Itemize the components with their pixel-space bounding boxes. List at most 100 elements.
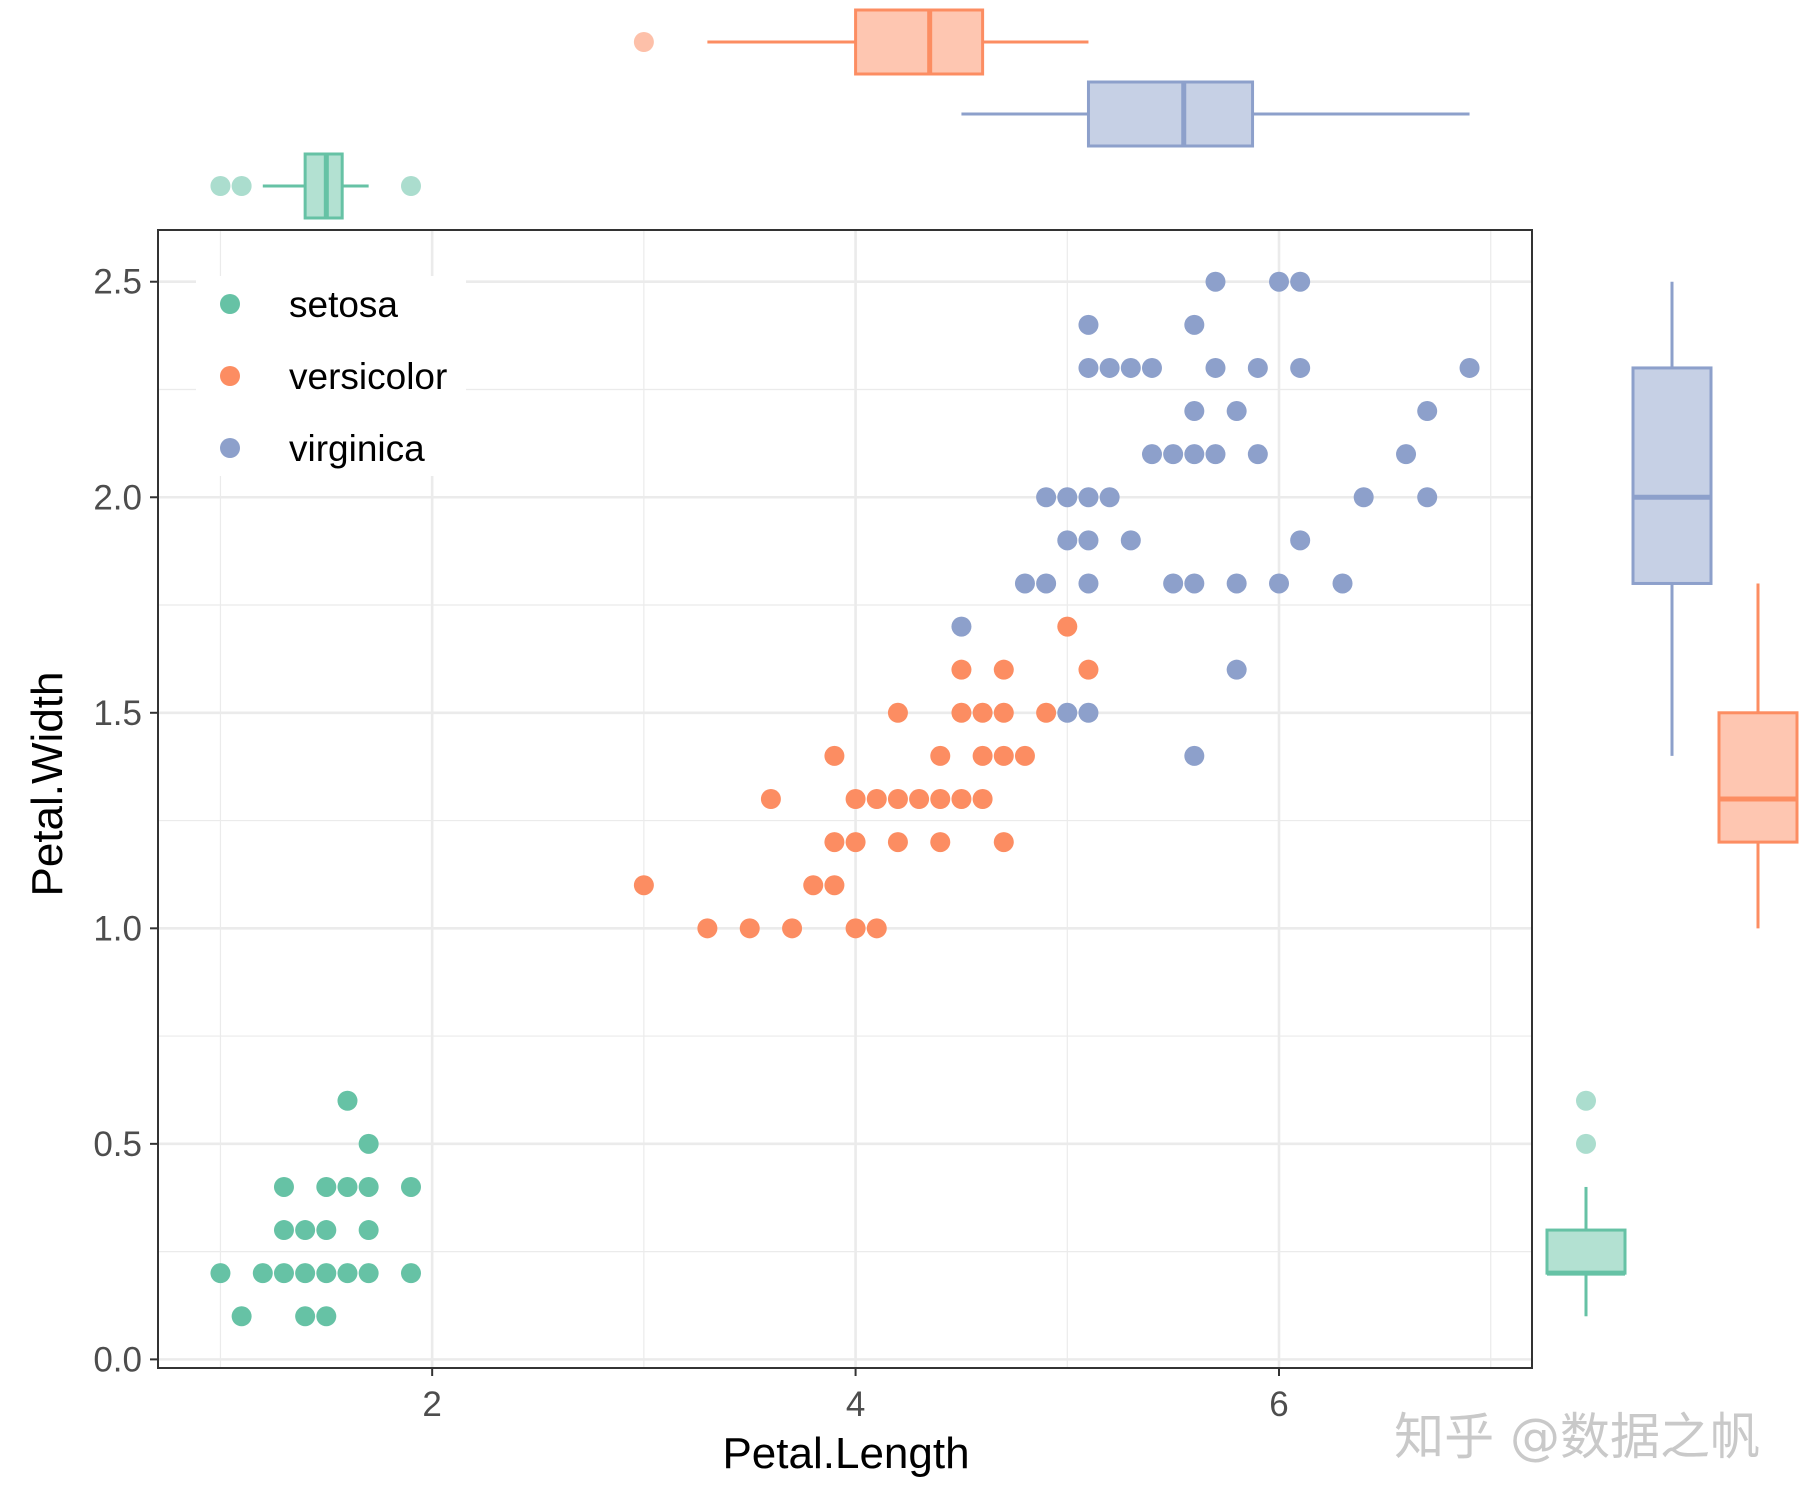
data-point-versicolor [909,789,930,809]
data-point-setosa [400,1263,421,1284]
data-point-virginica [1184,745,1205,766]
data-point-virginica [1057,487,1078,508]
data-point-virginica [1184,444,1205,465]
x-axis-title: Petal.Length [722,1429,969,1478]
data-point-versicolor [739,918,760,939]
legend: setosa versicolor virginica [196,276,466,476]
watermark-text: 知乎 @数据之帆 [1394,1408,1760,1466]
right-box-versicolor [1717,711,1799,844]
data-point-virginica [951,616,972,637]
data-point-virginica [1078,573,1099,594]
data-point-virginica [1205,357,1226,378]
data-point-virginica [1057,702,1078,723]
data-point-virginica [1290,530,1311,551]
data-point-versicolor [697,918,718,939]
y-tick-label: 2.0 [93,478,142,517]
data-point-setosa [316,1176,337,1197]
data-point-setosa [231,1306,252,1327]
x-tick-label: 6 [1269,1385,1288,1424]
data-point-versicolor [930,832,951,853]
y-tick-label: 0.5 [93,1125,142,1164]
data-point-virginica [1396,444,1417,465]
data-point-virginica [1078,530,1099,551]
data-point-versicolor [633,875,654,896]
right-box-outlier-setosa [1576,1133,1596,1154]
data-point-versicolor [1014,745,1035,766]
data-point-setosa [295,1220,316,1241]
data-point-virginica [1290,271,1311,292]
data-point-virginica [1417,401,1438,422]
data-point-versicolor [866,789,887,809]
data-point-setosa [358,1220,379,1241]
data-point-virginica [1163,573,1184,594]
data-point-versicolor [993,702,1014,723]
data-point-virginica [1247,357,1268,378]
data-point-virginica [1184,401,1205,422]
top-box-outlier-setosa [231,176,252,196]
data-point-setosa [337,1263,358,1284]
data-point-setosa [273,1176,294,1197]
top-box-virginica [1086,80,1255,148]
data-point-versicolor [993,745,1014,766]
right-box-outlier-setosa [1576,1090,1596,1111]
data-point-setosa [316,1306,337,1327]
data-point-virginica [1269,573,1290,594]
legend-label-virginica: virginica [289,428,425,469]
data-point-versicolor [845,789,866,809]
data-point-versicolor [951,789,972,809]
data-point-versicolor [930,789,951,809]
data-point-versicolor [951,659,972,680]
data-point-versicolor [803,875,824,896]
data-point-virginica [1057,530,1078,551]
data-point-versicolor [887,789,908,809]
data-point-virginica [1226,573,1247,594]
data-point-versicolor [824,875,845,896]
data-point-virginica [1163,444,1184,465]
data-point-setosa [337,1176,358,1197]
data-point-virginica [1290,357,1311,378]
data-point-versicolor [1057,616,1078,637]
data-point-versicolor [845,832,866,853]
data-point-virginica [1226,401,1247,422]
data-point-virginica [1099,487,1120,508]
data-point-virginica [1078,357,1099,378]
data-point-setosa [210,1263,231,1284]
data-point-setosa [316,1220,337,1241]
top-box-outlier-setosa [400,176,421,196]
data-point-versicolor [972,745,993,766]
data-point-setosa [358,1133,379,1154]
panel-border [157,229,1533,1369]
data-point-setosa [295,1306,316,1327]
data-point-virginica [1205,271,1226,292]
data-point-versicolor [782,918,803,939]
data-point-virginica [1036,573,1057,594]
data-point-virginica [1078,702,1099,723]
data-point-setosa [337,1090,358,1111]
data-point-versicolor [993,659,1014,680]
data-point-versicolor [887,702,908,723]
data-point-setosa [400,1176,421,1197]
right-box-virginica [1631,366,1713,585]
legend-key-versicolor [220,366,240,386]
data-point-virginica [1120,530,1141,551]
legend-key-virginica [220,438,240,458]
top-box-setosa [303,152,344,220]
data-point-versicolor [866,918,887,939]
data-point-versicolor [824,832,845,853]
data-point-virginica [1014,573,1035,594]
x-tick-label: 4 [846,1385,865,1424]
right-box-setosa [1545,1228,1627,1275]
scatter-points [210,271,1480,1327]
data-point-virginica [1078,314,1099,335]
data-point-virginica [1141,357,1162,378]
data-point-setosa [358,1263,379,1284]
data-point-setosa [252,1263,273,1284]
data-point-versicolor [1078,659,1099,680]
data-point-virginica [1417,487,1438,508]
data-point-setosa [295,1263,316,1284]
data-point-versicolor [845,918,866,939]
data-point-setosa [358,1176,379,1197]
legend-background [196,276,466,476]
